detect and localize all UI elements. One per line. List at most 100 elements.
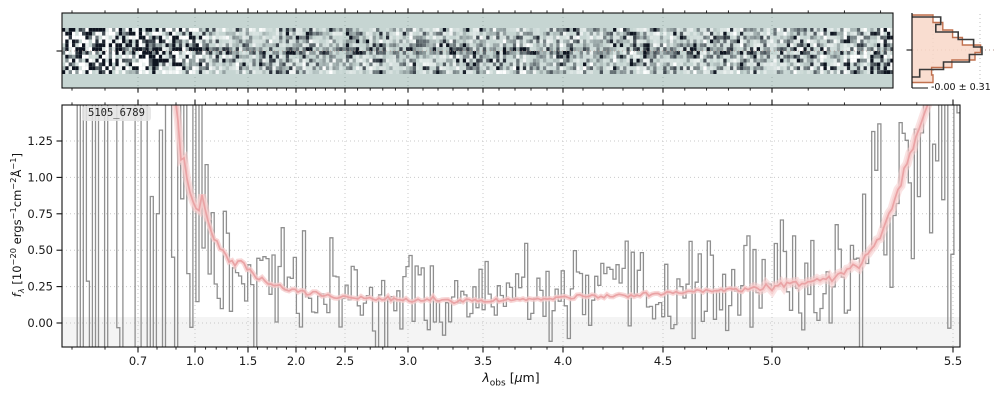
2d-noise-cell <box>676 54 680 59</box>
2d-noise-cell <box>843 62 847 67</box>
2d-noise-cell <box>553 51 557 55</box>
2d-noise-cell <box>295 47 300 51</box>
2d-noise-cell <box>659 70 664 74</box>
2d-noise-cell <box>225 35 229 40</box>
2d-noise-cell <box>760 47 764 51</box>
2d-noise-cell <box>135 66 139 71</box>
2d-noise-cell <box>125 62 129 67</box>
2d-noise-cell <box>663 43 667 48</box>
2d-noise-cell <box>349 43 353 48</box>
2d-noise-cell <box>870 47 874 51</box>
2d-noise-cell <box>666 54 670 59</box>
2d-noise-cell <box>419 28 423 32</box>
2d-noise-cell <box>305 58 310 63</box>
2d-noise-cell <box>633 28 637 32</box>
2d-noise-cell <box>529 66 533 71</box>
2d-noise-cell <box>138 51 143 55</box>
2d-noise-cell <box>796 66 801 71</box>
2d-noise-cell <box>873 58 877 63</box>
2d-noise-cell <box>115 62 119 67</box>
2d-noise-cell <box>673 31 677 36</box>
2d-noise-cell <box>877 28 881 32</box>
2d-noise-cell <box>185 28 189 32</box>
2d-noise-cell <box>502 51 507 55</box>
2d-noise-cell <box>796 51 801 55</box>
2d-noise-cell <box>793 39 797 44</box>
2d-noise-cell <box>512 47 517 51</box>
2d-noise-cell <box>275 58 280 63</box>
2d-noise-cell <box>112 66 116 71</box>
2d-noise-cell <box>202 66 206 71</box>
2d-noise-cell <box>866 58 871 63</box>
2d-noise-cell <box>229 58 233 63</box>
2d-noise-cell <box>322 47 326 51</box>
2d-noise-cell <box>145 43 149 48</box>
2d-noise-cell <box>522 54 527 59</box>
2d-noise-cell <box>292 47 296 51</box>
2d-noise-cell <box>262 39 266 44</box>
2d-noise-cell <box>566 31 570 36</box>
2d-noise-cell <box>599 35 603 40</box>
2d-noise-cell <box>823 51 827 55</box>
2d-noise-cell <box>616 66 620 71</box>
2d-noise-cell <box>733 54 737 59</box>
2d-noise-cell <box>820 66 824 71</box>
2d-noise-cell <box>656 31 660 36</box>
2d-noise-cell <box>669 70 674 74</box>
2d-noise-cell <box>883 47 887 51</box>
2d-noise-cell <box>426 66 430 71</box>
2d-noise-cell <box>743 39 747 44</box>
2d-noise-cell <box>449 43 453 48</box>
2d-noise-cell <box>309 35 313 40</box>
2d-noise-cell <box>72 51 76 55</box>
2d-noise-cell <box>436 47 440 51</box>
2d-noise-cell <box>279 66 283 71</box>
2d-noise-cell <box>810 58 814 63</box>
2d-noise-cell <box>760 35 764 40</box>
2d-noise-cell <box>806 47 811 51</box>
2d-noise-cell <box>182 35 186 40</box>
2d-noise-cell <box>195 54 199 59</box>
2d-noise-cell <box>85 70 89 74</box>
2d-noise-cell <box>743 47 747 51</box>
2d-noise-cell <box>195 43 199 48</box>
2d-noise-cell <box>295 39 300 44</box>
2d-noise-cell <box>466 70 470 74</box>
2d-noise-cell <box>75 70 79 74</box>
2d-noise-cell <box>72 66 76 71</box>
2d-noise-cell <box>175 70 179 74</box>
2d-noise-cell <box>75 51 79 55</box>
2d-noise-cell <box>526 47 530 51</box>
2d-noise-cell <box>242 31 246 36</box>
2d-noise-cell <box>75 54 79 59</box>
2d-noise-cell <box>162 58 166 63</box>
2d-noise-cell <box>696 35 700 40</box>
2d-noise-cell <box>275 54 280 59</box>
2d-noise-cell <box>309 31 313 36</box>
2d-noise-cell <box>623 54 627 59</box>
2d-noise-cell <box>92 35 96 40</box>
2d-noise-cell <box>506 58 510 63</box>
2d-noise-cell <box>222 66 226 71</box>
2d-noise-cell <box>342 54 346 59</box>
2d-noise-cell <box>269 47 273 51</box>
2d-noise-cell <box>229 39 233 44</box>
2d-noise-cell <box>623 47 627 51</box>
2d-noise-cell <box>389 39 393 44</box>
2d-noise-cell <box>786 51 791 55</box>
2d-noise-cell <box>766 70 770 74</box>
2d-noise-cell <box>790 31 794 36</box>
2d-noise-cell <box>760 66 764 71</box>
2d-noise-cell <box>172 31 176 36</box>
2d-noise-cell <box>833 70 837 74</box>
2d-noise-cell <box>112 28 116 32</box>
2d-noise-cell <box>773 58 777 63</box>
2d-noise-cell <box>279 35 283 40</box>
2d-noise-cell <box>482 58 487 63</box>
2d-noise-cell <box>699 31 704 36</box>
2d-noise-cell <box>669 47 674 51</box>
2d-noise-cell <box>883 39 887 44</box>
2d-noise-cell <box>88 70 92 74</box>
2d-noise-cell <box>386 39 390 44</box>
2d-noise-cell <box>646 62 650 67</box>
